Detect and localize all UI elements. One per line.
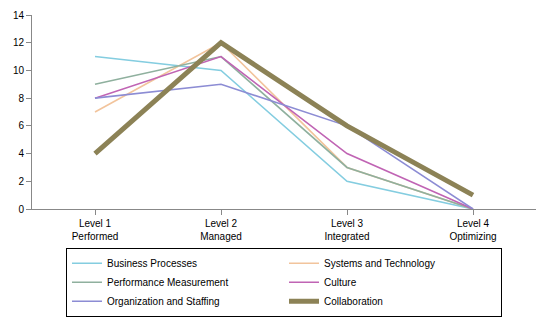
svg-text:6: 6 xyxy=(18,120,24,131)
svg-text:4: 4 xyxy=(18,148,24,159)
svg-text:Level 1Performed: Level 1Performed xyxy=(72,218,119,242)
svg-text:Level 4Optimizing: Level 4Optimizing xyxy=(449,218,496,242)
svg-text:12: 12 xyxy=(13,37,25,48)
svg-text:8: 8 xyxy=(18,93,24,104)
svg-text:14: 14 xyxy=(13,10,25,21)
svg-text:Level 3Integrated: Level 3Integrated xyxy=(324,218,369,242)
svg-text:Collaboration: Collaboration xyxy=(324,296,383,307)
svg-text:Level 2Managed: Level 2Managed xyxy=(200,218,242,242)
svg-text:Business Processes: Business Processes xyxy=(107,258,197,269)
svg-text:10: 10 xyxy=(13,65,25,76)
svg-text:0: 0 xyxy=(18,204,24,215)
svg-text:Organization and Staffing: Organization and Staffing xyxy=(107,296,220,307)
svg-text:2: 2 xyxy=(18,176,24,187)
svg-text:Systems and Technology: Systems and Technology xyxy=(324,258,435,269)
svg-text:Culture: Culture xyxy=(324,277,357,288)
svg-text:Performance Measurement: Performance Measurement xyxy=(107,277,228,288)
